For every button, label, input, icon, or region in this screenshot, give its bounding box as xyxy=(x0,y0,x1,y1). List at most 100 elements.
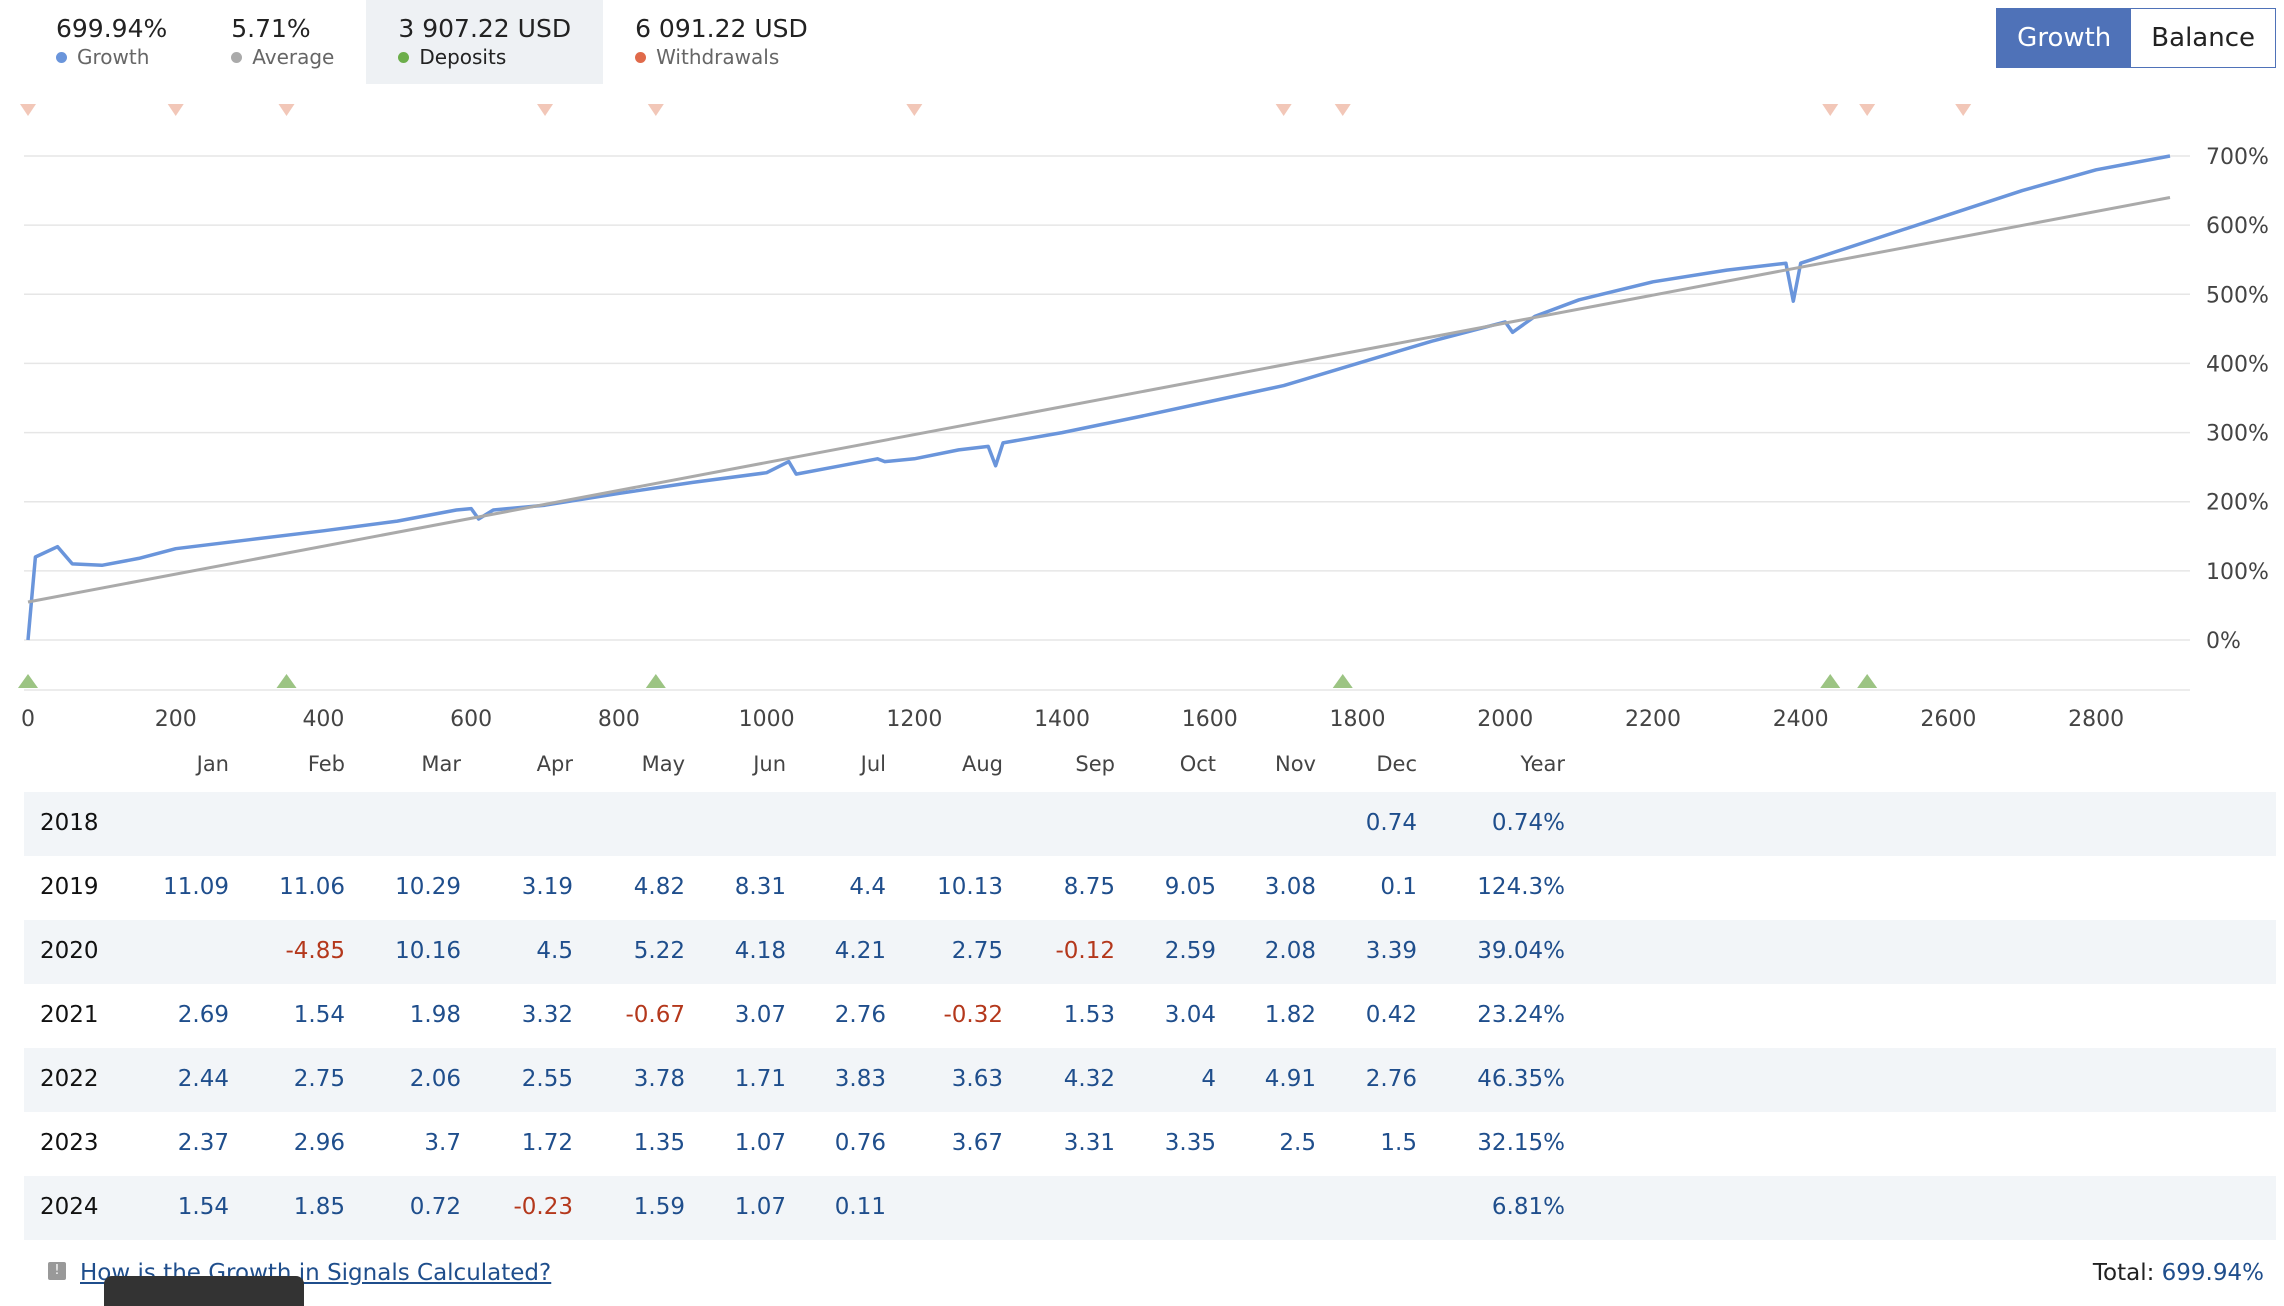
month-return-cell: 0.1 xyxy=(1380,874,1417,900)
stat-average[interactable]: 5.71% Average xyxy=(199,0,366,70)
stat-value: 699.94% xyxy=(56,14,168,43)
withdrawal-marker xyxy=(1334,104,1351,116)
month-return-cell: 11.09 xyxy=(163,874,229,900)
stat-growth[interactable]: 699.94% Growth xyxy=(24,0,199,70)
balance-button[interactable]: Balance xyxy=(2131,9,2275,67)
month-return-cell: 3.78 xyxy=(633,1066,685,1092)
month-return-cell: 1.72 xyxy=(521,1130,573,1156)
year-total-cell: 39.04% xyxy=(1477,938,1565,964)
withdrawal-marker xyxy=(1859,104,1876,116)
month-return-cell: 2.96 xyxy=(293,1130,345,1156)
month-return-cell: 4.5 xyxy=(536,938,573,964)
year-label: 2022 xyxy=(40,1066,99,1092)
month-return-cell: 0.72 xyxy=(409,1194,461,1220)
month-header-oct: Oct xyxy=(1179,752,1216,776)
year-total-cell: 23.24% xyxy=(1477,1002,1565,1028)
deposit-marker xyxy=(276,674,297,688)
withdrawal-marker xyxy=(906,104,923,116)
month-header-aug: Aug xyxy=(961,752,1003,776)
month-header-jul: Jul xyxy=(860,752,886,776)
x-tick-label: 400 xyxy=(302,707,344,732)
month-return-cell: 3.07 xyxy=(734,1002,786,1028)
x-tick-label: 1400 xyxy=(1034,707,1090,732)
month-return-cell: -0.32 xyxy=(943,1002,1003,1028)
stat-label: Deposits xyxy=(398,44,571,70)
x-tick-label: 2200 xyxy=(1625,707,1681,732)
year-label: 2020 xyxy=(40,938,99,964)
y-tick-label: 300% xyxy=(2206,422,2269,447)
month-return-cell: 3.7 xyxy=(424,1130,461,1156)
stat-label: Growth xyxy=(56,44,167,70)
month-return-cell: 4 xyxy=(1201,1066,1216,1092)
month-return-cell: 4.18 xyxy=(734,938,786,964)
month-return-cell: 2.37 xyxy=(177,1130,229,1156)
month-header: Jan Feb Mar Apr May Jun Jul Aug Sep Oct Nov Dec Year xyxy=(24,752,2276,780)
table-row: 2021 2.69 1.54 1.98 3.32 -0.67 3.07 2.76 -0.32 1.… xyxy=(24,984,2276,1048)
growth-button[interactable]: Growth xyxy=(1997,9,2132,67)
legend-dot xyxy=(635,52,647,63)
year-total-cell: 6.81% xyxy=(1491,1194,1565,1220)
stats-bar: 699.94% Growth 5.71% Average 3 907.22 US… xyxy=(24,0,840,84)
table-row: 2023 2.37 2.96 3.7 1.72 1.35 1.07 0.76 3.67 3.31 3… xyxy=(24,1112,2276,1176)
x-tick-label: 800 xyxy=(598,707,640,732)
month-header-may: May xyxy=(641,752,685,776)
year-label: 2023 xyxy=(40,1130,99,1156)
month-return-cell: 0.74 xyxy=(1365,810,1417,836)
month-return-cell: 2.59 xyxy=(1164,938,1216,964)
month-return-cell: 1.53 xyxy=(1063,1002,1115,1028)
y-tick-label: 200% xyxy=(2206,491,2269,516)
month-return-cell: -0.67 xyxy=(625,1002,685,1028)
x-tick-label: 2000 xyxy=(1477,707,1533,732)
month-return-cell: 1.5 xyxy=(1380,1130,1417,1156)
month-header-sep: Sep xyxy=(1075,752,1115,776)
month-return-cell: -0.12 xyxy=(1055,938,1115,964)
average-line xyxy=(27,196,2171,604)
stat-label: Average xyxy=(231,44,334,70)
withdrawal-marker xyxy=(1822,104,1839,116)
table-row: 2024 1.54 1.85 0.72 -0.23 1.59 1.07 0.11 6.81% xyxy=(24,1176,2276,1240)
year-label: 2021 xyxy=(40,1002,99,1028)
stat-value: 6 091.22 USD xyxy=(635,14,808,43)
stat-value: 5.71% xyxy=(231,14,311,43)
month-return-cell: 4.91 xyxy=(1264,1066,1316,1092)
month-return-cell: 10.29 xyxy=(395,874,461,900)
month-return-cell: 3.35 xyxy=(1164,1130,1216,1156)
month-return-cell: 4.82 xyxy=(633,874,685,900)
month-return-cell: 3.08 xyxy=(1264,874,1316,900)
info-icon: ! xyxy=(48,1262,66,1280)
stat-withdrawals[interactable]: 6 091.22 USD Withdrawals xyxy=(603,0,840,70)
month-return-cell: 10.16 xyxy=(395,938,461,964)
month-return-cell: 11.06 xyxy=(279,874,345,900)
month-return-cell: 3.39 xyxy=(1365,938,1417,964)
month-return-cell: 1.82 xyxy=(1264,1002,1316,1028)
month-return-cell: 8.75 xyxy=(1063,874,1115,900)
month-header-apr: Apr xyxy=(536,752,573,776)
month-return-cell: 3.67 xyxy=(951,1130,1003,1156)
x-tick-label: 600 xyxy=(450,707,492,732)
month-header-year: Year xyxy=(1520,752,1565,776)
withdrawal-marker xyxy=(20,104,36,116)
legend-dot xyxy=(56,52,67,63)
table-row: 2018 0.74 0.74% xyxy=(24,792,2276,856)
withdrawal-marker xyxy=(537,104,554,116)
month-return-cell: 5.22 xyxy=(633,938,685,964)
x-tick-label: 2600 xyxy=(1920,707,1976,732)
month-return-cell: -0.23 xyxy=(513,1194,573,1220)
month-return-cell: 0.76 xyxy=(834,1130,886,1156)
stat-deposits[interactable]: 3 907.22 USD Deposits xyxy=(366,0,604,84)
total-growth: Total: 699.94% xyxy=(2092,1260,2264,1286)
month-return-cell: 0.42 xyxy=(1365,1002,1417,1028)
deposit-marker xyxy=(1820,674,1841,688)
month-return-cell: 2.08 xyxy=(1264,938,1316,964)
month-return-cell: 2.75 xyxy=(293,1066,345,1092)
month-header-dec: Dec xyxy=(1376,752,1417,776)
x-tick-label: 2800 xyxy=(2068,707,2124,732)
month-return-cell: 1.71 xyxy=(734,1066,786,1092)
year-label: 2019 xyxy=(40,874,99,900)
month-return-cell: 10.13 xyxy=(937,874,1003,900)
month-return-cell: 8.31 xyxy=(734,874,786,900)
month-return-cell: 2.44 xyxy=(177,1066,229,1092)
year-label: 2018 xyxy=(40,810,99,836)
month-return-cell: 9.05 xyxy=(1164,874,1216,900)
month-header-jun: Jun xyxy=(753,752,786,776)
